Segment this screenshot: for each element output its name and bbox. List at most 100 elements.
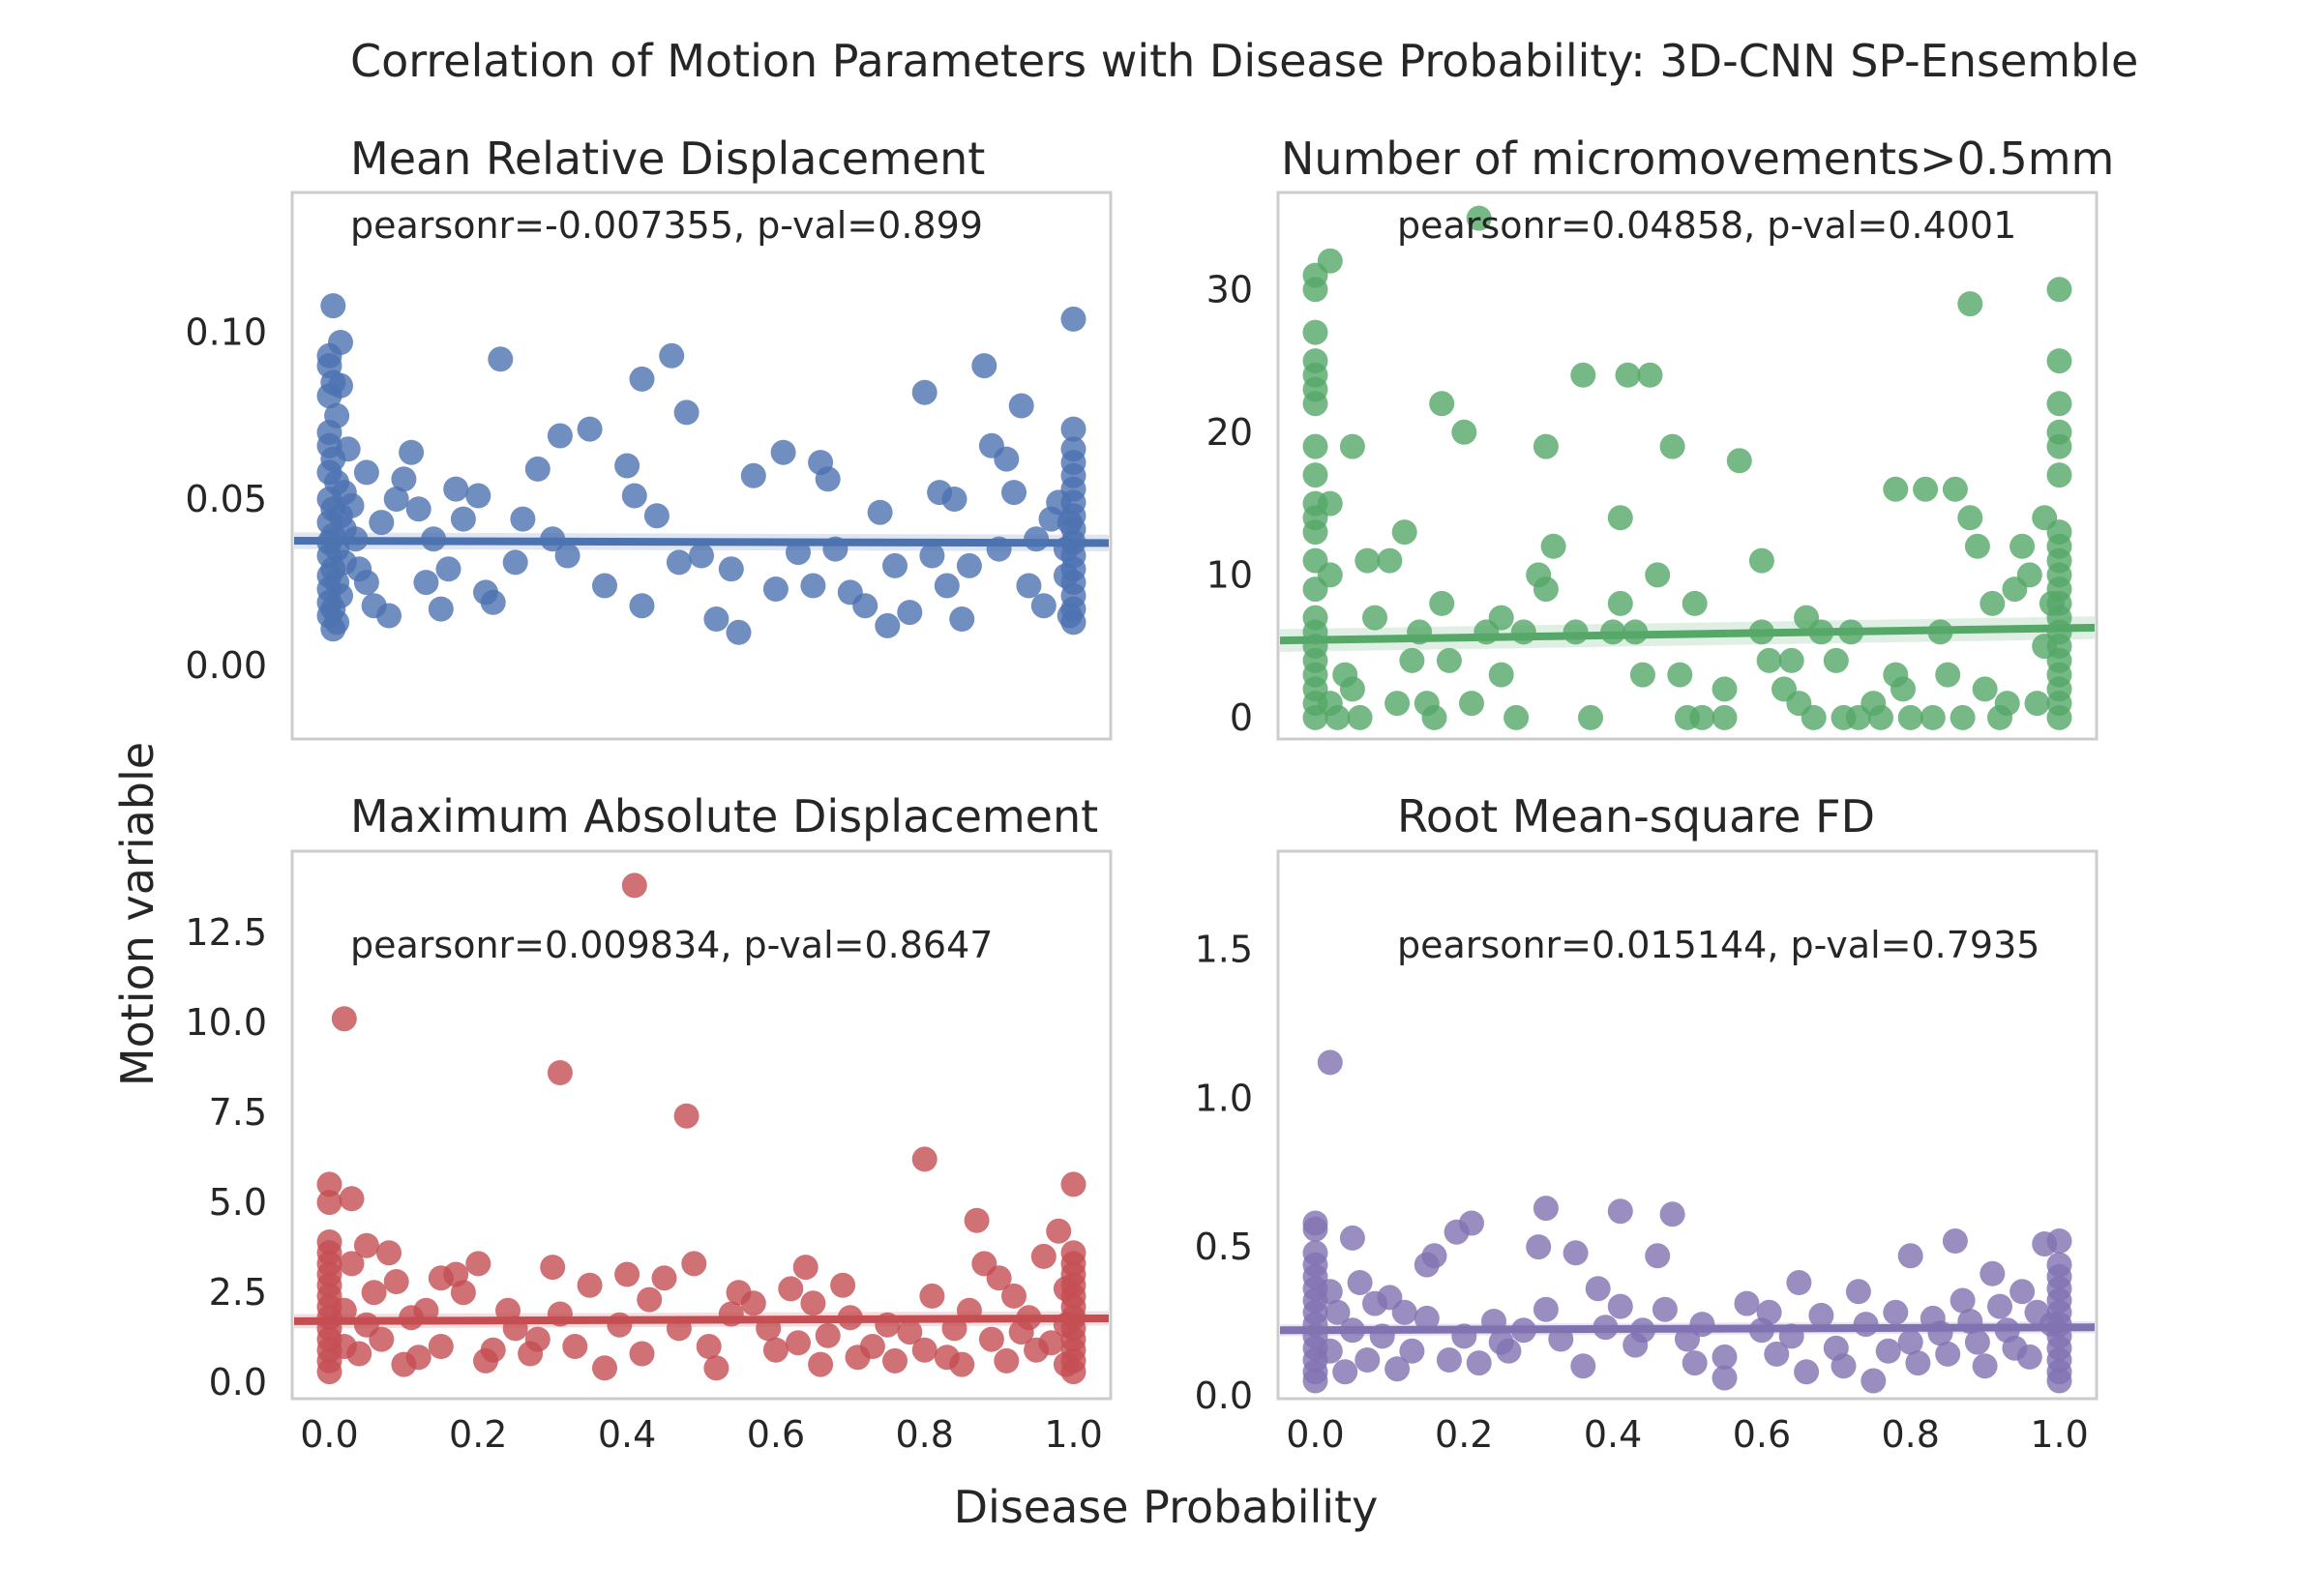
- scatter-point: [1615, 362, 1641, 388]
- scatter-point: [800, 573, 826, 599]
- scatter-point: [1436, 1347, 1462, 1373]
- subplot-root-mean-square-fd: 0.0 0.5 1.0 1.5 0.0 0.2 0.4 0.6 0.8 1.0 Root Mean-…: [1195, 790, 2099, 1456]
- scatter-point: [815, 1322, 841, 1348]
- scatter-point: [949, 1351, 975, 1377]
- scatter-point: [1053, 1276, 1079, 1302]
- scatter-point: [1712, 1365, 1738, 1391]
- subplot-title: Maximum Absolute Displacement: [350, 790, 1098, 842]
- scatter-point: [1421, 704, 1447, 730]
- scatter-point: [1503, 704, 1530, 730]
- scatter-point: [1008, 393, 1034, 419]
- scatter-point: [643, 503, 670, 529]
- scatter-point: [1682, 590, 1708, 616]
- scatter-point: [800, 1290, 826, 1316]
- scatter-point: [614, 1261, 640, 1287]
- scatter-point: [703, 606, 729, 632]
- scatter-point: [1060, 1359, 1087, 1385]
- scatter-point: [934, 573, 960, 599]
- scatter-point: [659, 342, 685, 369]
- scatter-point: [320, 293, 346, 319]
- scatter-point: [859, 1334, 885, 1359]
- scatter-point: [2046, 277, 2072, 303]
- scatter-point: [1030, 593, 1057, 619]
- scatter-point: [399, 439, 425, 465]
- scatter-point: [331, 1006, 357, 1032]
- scatter-point: [786, 1330, 811, 1356]
- scatter-point: [1540, 533, 1566, 559]
- scatter-point: [428, 596, 454, 622]
- scatter-point: [450, 1280, 476, 1306]
- scatter-point: [740, 1290, 766, 1316]
- scatter-point: [852, 593, 878, 619]
- scatter-point: [986, 1265, 1012, 1291]
- x-tick-label: 0.4: [1584, 1413, 1642, 1456]
- scatter-point: [978, 1326, 1004, 1352]
- scatter-point: [911, 1146, 938, 1172]
- scatter-point: [1451, 419, 1477, 445]
- scatter-point: [1391, 519, 1417, 546]
- scatter-point: [1317, 1338, 1343, 1364]
- scatter-point: [1897, 1243, 1923, 1269]
- scatter-point: [1060, 416, 1087, 442]
- scatter-point: [971, 353, 997, 379]
- scatter-point: [1459, 691, 1484, 717]
- scatter-point: [2046, 1228, 2072, 1254]
- scatter-point: [1057, 603, 1083, 629]
- scatter-point: [405, 496, 432, 522]
- scatter-point: [875, 612, 901, 638]
- scatter-point: [1570, 362, 1596, 388]
- scatter-point: [1384, 691, 1411, 717]
- scatter-point: [614, 453, 640, 479]
- scatter-point: [1987, 1293, 2012, 1319]
- scatter-point: [703, 1355, 729, 1381]
- scatter-point: [1972, 676, 1998, 702]
- x-tick-label: 0.2: [1435, 1413, 1493, 1456]
- scatter-point: [786, 540, 811, 566]
- scatter-point: [1890, 676, 1916, 702]
- scatter-point: [1384, 1356, 1411, 1382]
- scatter-point: [435, 556, 461, 582]
- x-tick-label: 0.6: [747, 1413, 805, 1456]
- scatter-point: [919, 1283, 945, 1309]
- x-tick-label: 0.8: [896, 1413, 954, 1456]
- scatter-point: [681, 1251, 707, 1277]
- scatter-point: [1950, 704, 1976, 730]
- scatter-point: [1689, 1312, 1715, 1338]
- scatter-point: [1391, 1299, 1417, 1325]
- scatter-point: [1712, 676, 1738, 702]
- scatter-point: [718, 556, 744, 582]
- scatter-point: [1920, 704, 1946, 730]
- scatter-point: [339, 1186, 365, 1212]
- scatter-point: [689, 543, 714, 569]
- scatter-point: [673, 1103, 700, 1129]
- scatter-point: [353, 459, 379, 486]
- scatter-point: [320, 616, 346, 642]
- scatter-point: [762, 1337, 789, 1363]
- plot-area: [294, 293, 1109, 645]
- scatter-point: [1466, 1350, 1492, 1376]
- y-tick-label: 1.5: [1195, 929, 1253, 971]
- scatter-point: [428, 1334, 454, 1359]
- scatter-point: [1980, 1260, 2006, 1286]
- scatter-point: [488, 346, 514, 372]
- x-tick-label: 0.2: [449, 1413, 507, 1456]
- scatter-point: [524, 1326, 551, 1352]
- scatter-point: [369, 1326, 395, 1352]
- scatter-point: [1570, 1353, 1596, 1379]
- scatter-point: [361, 1280, 387, 1306]
- x-tick-label: 0.4: [598, 1413, 656, 1456]
- scatter-point: [1629, 662, 1655, 688]
- scatter-point: [1001, 1283, 1027, 1309]
- scatter-point: [1488, 662, 1514, 688]
- scatter-point: [1466, 205, 1492, 231]
- scatter-point: [2009, 1279, 2036, 1305]
- scatter-point: [383, 487, 409, 512]
- scatter-point: [1935, 1341, 1961, 1367]
- scatter-point: [316, 1171, 342, 1197]
- scatter-point: [1950, 1287, 1976, 1314]
- regression-line: [1280, 623, 2095, 645]
- scatter-point: [1046, 1218, 1072, 1244]
- scatter-point: [1607, 505, 1633, 531]
- scatter-point: [1883, 476, 1909, 502]
